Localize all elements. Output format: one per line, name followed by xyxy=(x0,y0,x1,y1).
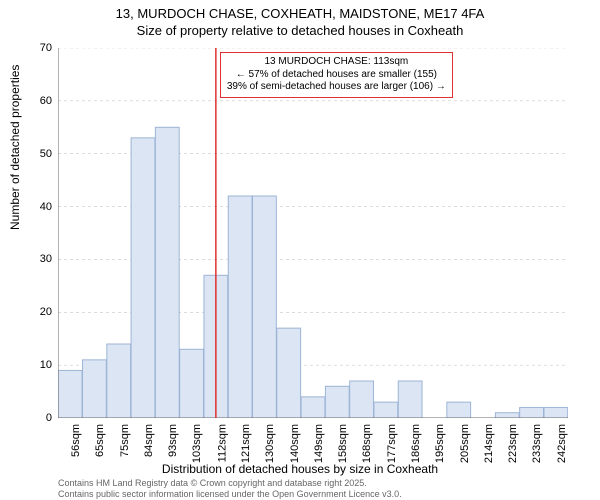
annot-line-1: 13 MURDOCH CHASE: 113sqm xyxy=(227,56,446,69)
x-tick-label: 75sqm xyxy=(119,424,131,457)
y-tick-label: 10 xyxy=(40,359,52,371)
y-tick-label: 0 xyxy=(46,412,52,424)
x-tick-label: 168sqm xyxy=(362,424,374,463)
y-tick-label: 30 xyxy=(40,253,52,265)
x-axis-label: Distribution of detached houses by size … xyxy=(0,462,600,476)
histogram-plot xyxy=(58,48,568,418)
x-tick-label: 195sqm xyxy=(434,424,446,463)
annotation-box: 13 MURDOCH CHASE: 113sqm ← 57% of detach… xyxy=(220,52,453,98)
y-tick-label: 70 xyxy=(40,42,52,54)
x-tick-label: 93sqm xyxy=(167,424,179,457)
x-tick-label: 103sqm xyxy=(192,424,204,463)
x-tick-label: 149sqm xyxy=(313,424,325,463)
attribution-footer: Contains HM Land Registry data © Crown c… xyxy=(58,478,402,500)
x-tick-label: 233sqm xyxy=(532,424,544,463)
x-tick-label: 158sqm xyxy=(337,424,349,463)
x-tick-label: 130sqm xyxy=(264,424,276,463)
x-tick-label: 186sqm xyxy=(410,424,422,463)
annot-line-2: ← 57% of detached houses are smaller (15… xyxy=(227,69,446,82)
x-tick-label: 177sqm xyxy=(386,424,398,463)
title-line-1: 13, MURDOCH CHASE, COXHEATH, MAIDSTONE, … xyxy=(0,6,600,23)
y-tick-label: 50 xyxy=(40,148,52,160)
y-tick-label: 60 xyxy=(40,95,52,107)
y-tick-label: 40 xyxy=(40,201,52,213)
annot-line-3: 39% of semi-detached houses are larger (… xyxy=(227,81,446,94)
x-tick-label: 56sqm xyxy=(70,424,82,457)
x-tick-label: 65sqm xyxy=(94,424,106,457)
x-tick-label: 84sqm xyxy=(143,424,155,457)
footer-line-2: Contains public sector information licen… xyxy=(58,489,402,500)
footer-line-1: Contains HM Land Registry data © Crown c… xyxy=(58,478,402,489)
title-line-2: Size of property relative to detached ho… xyxy=(0,23,600,40)
chart-area: 010203040506070 56sqm65sqm75sqm84sqm93sq… xyxy=(58,48,568,418)
x-tick-label: 112sqm xyxy=(216,424,228,462)
x-tick-label: 223sqm xyxy=(507,424,519,463)
chart-title: 13, MURDOCH CHASE, COXHEATH, MAIDSTONE, … xyxy=(0,0,600,40)
y-axis-label: Number of detached properties xyxy=(8,65,22,230)
x-tick-label: 214sqm xyxy=(483,424,495,463)
y-tick-label: 20 xyxy=(40,306,52,318)
x-tick-label: 121sqm xyxy=(240,424,252,463)
x-tick-label: 140sqm xyxy=(289,424,301,463)
x-tick-label: 205sqm xyxy=(459,424,471,463)
x-tick-label: 242sqm xyxy=(556,424,568,463)
